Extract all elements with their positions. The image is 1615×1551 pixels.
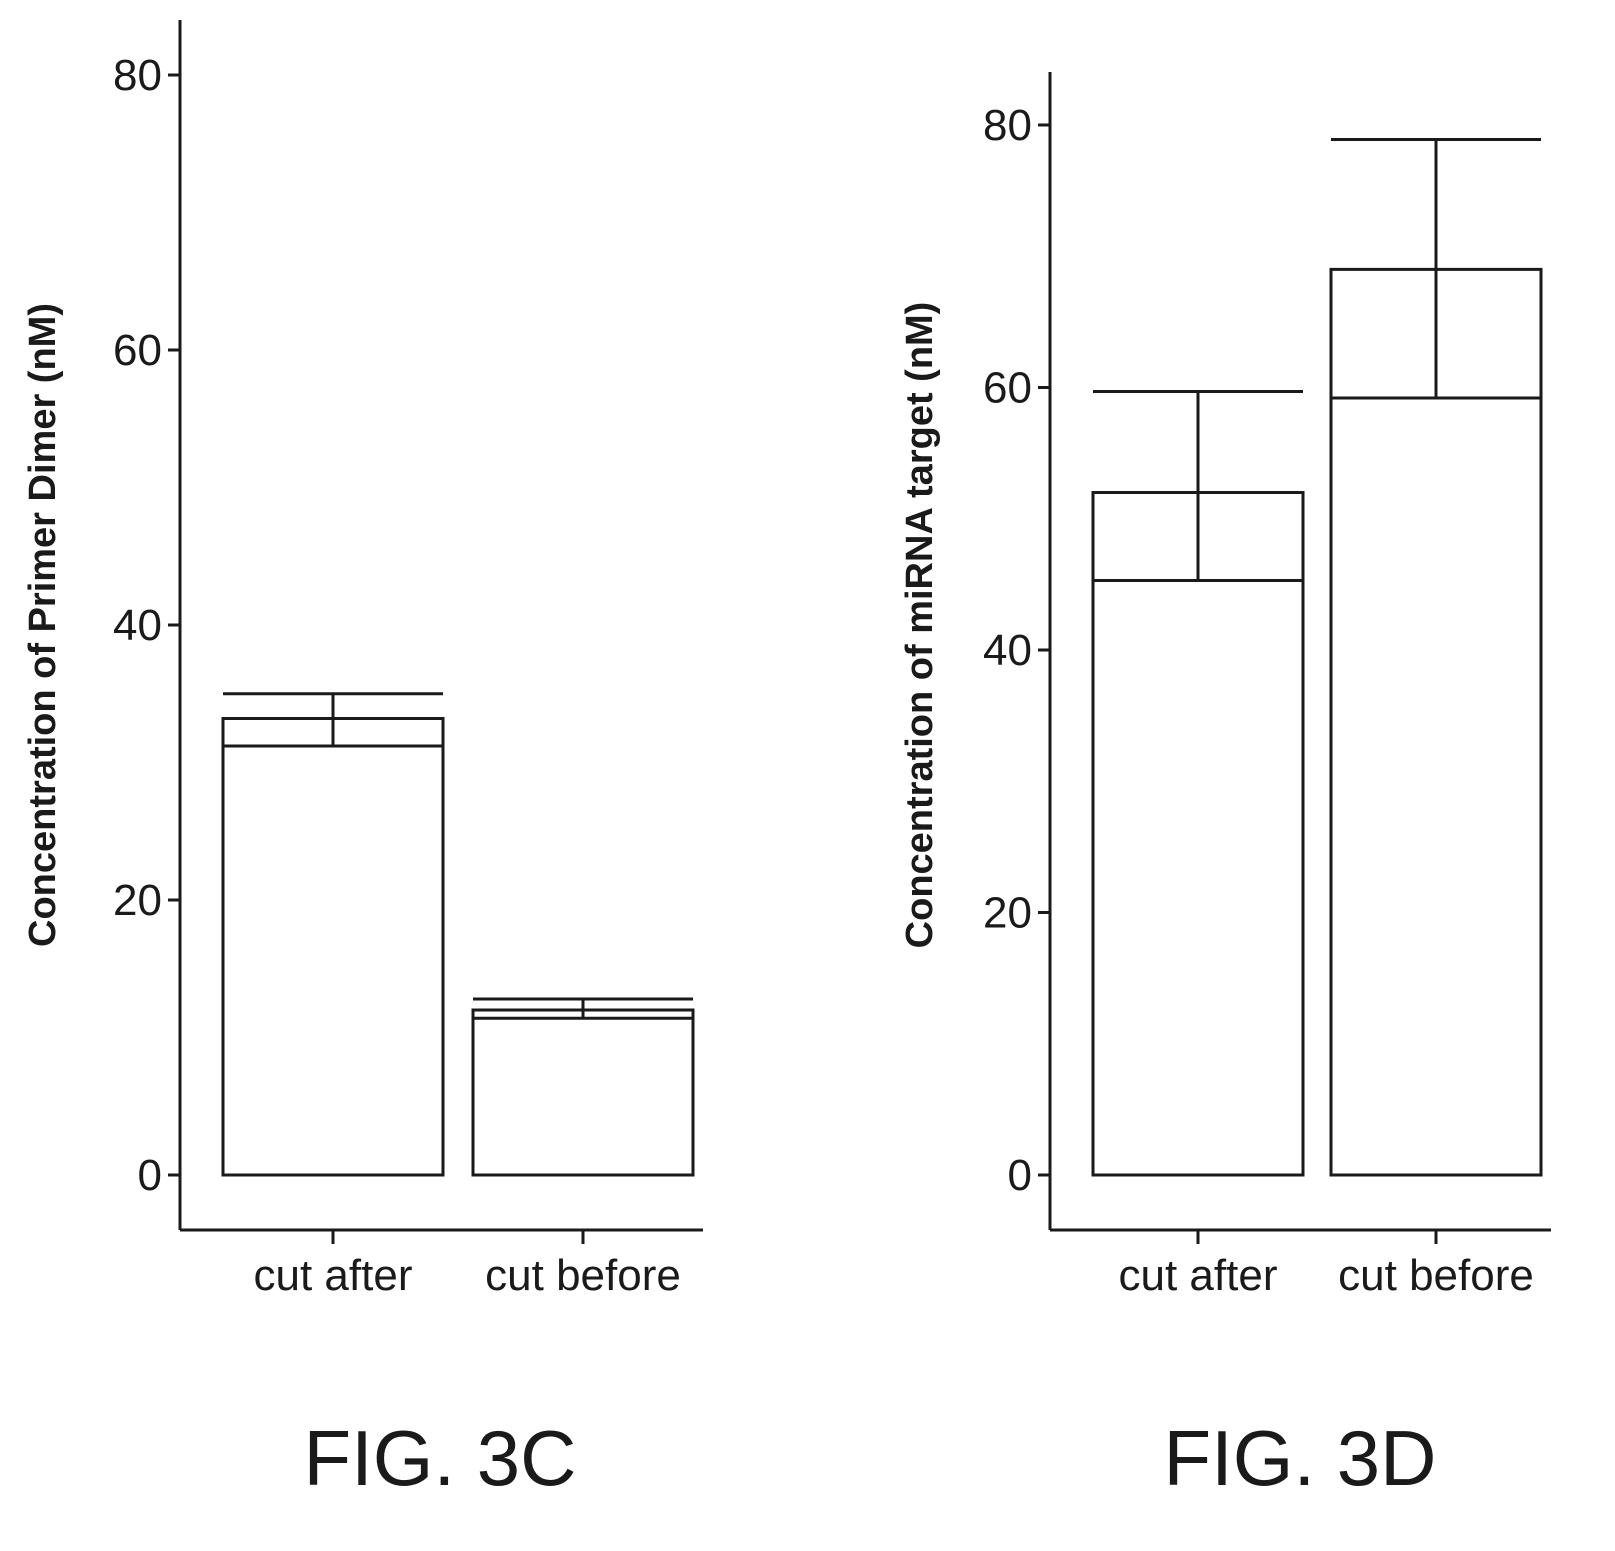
y-tick-label: 80 [983, 101, 1032, 150]
bar [221, 717, 445, 1177]
y-tick-label: 0 [1008, 1151, 1032, 1200]
y-tick-label: 40 [983, 626, 1032, 675]
chart-fig-3d: 0 20 40 60 80 cut after cut before Concentratio… [899, 72, 1551, 1502]
y-tick-label: 40 [113, 601, 162, 650]
chart-fig-3c: 0 20 40 60 80 cut after cut before Concentratio… [22, 20, 703, 1502]
bar [1329, 267, 1543, 1177]
x-category-label: cut before [485, 1251, 681, 1300]
y-tick-label: 20 [983, 889, 1032, 938]
y-tick-label: 60 [983, 364, 1032, 413]
y-tick-label: 20 [113, 876, 162, 925]
bar [471, 1008, 695, 1177]
y-axis-label: Concentration of Primer Dimer (nM) [22, 303, 64, 947]
y-tick-label: 80 [113, 51, 162, 100]
x-category-label: cut after [1119, 1251, 1278, 1300]
y-tick-label: 60 [113, 326, 162, 375]
x-category-label: cut before [1338, 1251, 1534, 1300]
y-tick-label: 0 [138, 1151, 162, 1200]
bar [1091, 491, 1305, 1177]
x-category-label: cut after [254, 1251, 413, 1300]
figure-caption: FIG. 3C [303, 1414, 576, 1502]
y-axis-label: Concentration of miRNA target (nM) [899, 302, 941, 949]
figure-caption: FIG. 3D [1163, 1414, 1436, 1502]
